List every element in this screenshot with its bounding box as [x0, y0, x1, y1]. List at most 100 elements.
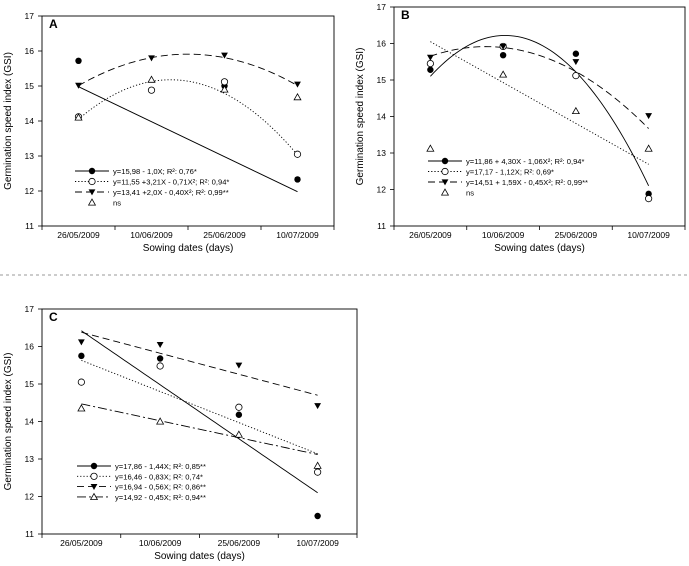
x-axis-label: Sowing dates (days) [494, 243, 585, 254]
data-point-series-3 [221, 52, 228, 59]
legend-label-series-1: y=15,98 - 1,0X; R²: 0,76* [113, 167, 197, 176]
y-tick-label: 13 [25, 151, 35, 161]
y-axis-label: Germination speed index (GSI) [355, 48, 366, 186]
legend-label-series-4: y=14,92 - 0,45X; R²: 0,94** [115, 493, 206, 502]
data-point-series-1 [235, 411, 243, 418]
data-point-series-2 [426, 59, 434, 68]
y-tick-label: 12 [377, 185, 387, 195]
data-point-series-4 [147, 75, 156, 83]
fit-line-series-2 [430, 41, 649, 165]
legend-marker-series-2 [90, 472, 98, 480]
x-tick-label: 25/06/2009 [555, 230, 598, 240]
y-axis-label: Germination speed index (GSI) [3, 52, 14, 190]
data-point-series-1 [78, 352, 85, 360]
data-point-series-3 [314, 403, 322, 410]
y-tick-label: 16 [25, 342, 35, 352]
data-point-series-3 [294, 81, 301, 88]
data-point-series-1 [427, 66, 434, 73]
x-tick-label: 10/06/2009 [130, 230, 173, 240]
data-point-series-1 [314, 512, 321, 520]
panel-label: C [49, 310, 58, 324]
fit-line-series-2 [78, 79, 298, 156]
data-point-series-2 [220, 78, 229, 86]
fit-line-series-3 [81, 331, 318, 396]
plot-area-frame [393, 6, 686, 227]
y-tick-label: 14 [25, 116, 35, 126]
legend-marker-series-2 [88, 177, 96, 186]
data-point-series-4 [571, 106, 580, 115]
legend-marker-series-1 [90, 462, 98, 470]
data-point-series-1 [294, 176, 301, 183]
data-point-series-2 [235, 403, 243, 411]
legend-label-series-1: y=17,86 - 1,44X; R²: 0,85** [115, 462, 206, 471]
fit-line-series-4 [81, 403, 318, 455]
x-tick-label: 10/07/2009 [296, 538, 339, 548]
x-tick-label: 26/05/2009 [57, 230, 100, 240]
data-point-series-4 [499, 70, 508, 78]
data-point-series-4 [644, 144, 653, 152]
data-point-series-4 [77, 404, 86, 412]
x-axis-label: Sowing dates (days) [143, 243, 234, 254]
y-tick-label: 16 [377, 39, 387, 49]
data-point-series-3 [77, 339, 85, 346]
fit-line-series-3 [78, 53, 298, 87]
chart-panel-c: 11 12 13 14 15 16 17 26/05/2009 10/06/2009 25/06/… [3, 304, 358, 562]
chart-panel-a: 11 12 13 14 15 16 17 26/05/2009 10/06/2009 25/06/… [3, 11, 335, 254]
x-tick-label: 10/06/2009 [482, 230, 525, 240]
data-point-series-3 [645, 113, 653, 120]
data-point-series-4 [313, 461, 322, 469]
data-point-series-3 [572, 59, 580, 66]
data-point-series-4 [156, 417, 165, 425]
legend-marker-series-1 [88, 167, 96, 175]
y-tick-label: 17 [25, 304, 35, 314]
y-tick-label: 14 [377, 112, 387, 122]
y-tick-label: 13 [25, 454, 35, 464]
data-point-series-1 [499, 51, 507, 59]
chart-panel-b: 11 12 13 14 15 16 17 26/05/2009 10/06/2009 25/06/… [355, 2, 686, 254]
data-point-series-2 [572, 72, 580, 80]
data-point-series-4 [234, 430, 243, 438]
data-point-series-3 [499, 43, 507, 50]
data-point-series-2 [147, 86, 156, 94]
x-axis-label: Sowing dates (days) [154, 551, 245, 562]
panel-label: B [401, 8, 410, 22]
data-point-series-1 [156, 355, 164, 362]
x-tick-label: 25/06/2009 [203, 230, 246, 240]
data-point-series-3 [235, 362, 243, 369]
data-point-series-1 [75, 57, 82, 64]
legend-marker-series-4 [440, 188, 450, 196]
x-tick-label: 26/05/2009 [409, 230, 452, 240]
legend-label-series-4: ns [113, 199, 121, 208]
x-tick-label: 25/06/2009 [218, 538, 261, 548]
y-tick-label: 11 [377, 221, 386, 231]
panel-label: A [49, 17, 58, 31]
legend-label-series-4: ns [466, 189, 474, 198]
legend-label-series-2: y=17,17 - 1,12X; R²: 0,69* [466, 168, 554, 177]
legend-label-series-3: y=14,51 + 1,59X - 0,45X²; R²: 0,99** [466, 178, 588, 187]
legend-marker-series-3 [441, 179, 449, 186]
fit-line-series-1 [430, 35, 650, 187]
y-tick-label: 16 [25, 46, 35, 56]
y-tick-label: 17 [377, 2, 387, 12]
x-tick-label: 26/05/2009 [60, 538, 103, 548]
data-point-series-3 [75, 82, 82, 89]
legend-marker-series-4 [89, 492, 99, 500]
y-tick-label: 15 [25, 379, 35, 389]
data-point-series-4 [426, 144, 435, 152]
legend-marker-series-4 [87, 198, 97, 206]
data-point-series-2 [314, 468, 322, 476]
legend-marker-series-2 [441, 167, 449, 176]
legend-label-series-1: y=11,86 + 4,30X - 1,06X²; R²: 0,94* [466, 157, 585, 166]
legend-label-series-2: y=16,46 - 0,83X; R²: 0,74* [115, 472, 203, 481]
y-tick-label: 13 [377, 148, 387, 158]
y-tick-label: 11 [25, 221, 34, 231]
data-point-series-2 [293, 150, 302, 158]
y-tick-label: 14 [25, 417, 35, 427]
fit-line-series-1 [81, 330, 318, 494]
legend-marker-series-3 [88, 189, 96, 196]
fit-line-series-3 [430, 46, 649, 129]
y-axis-label: Germination speed index (GSI) [3, 353, 14, 491]
data-point-series-2 [645, 195, 653, 203]
legend-marker-series-3 [90, 484, 98, 490]
